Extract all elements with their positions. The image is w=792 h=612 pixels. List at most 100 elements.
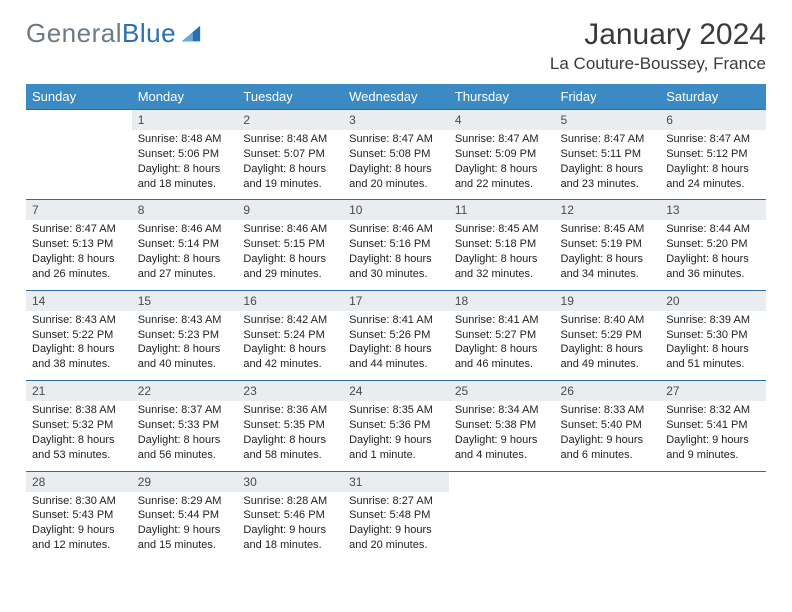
day-detail-cell: Sunrise: 8:44 AMSunset: 5:20 PMDaylight:…: [660, 220, 766, 290]
day-detail-cell: Sunrise: 8:33 AMSunset: 5:40 PMDaylight:…: [555, 401, 661, 471]
day-detail-cell: Sunrise: 8:34 AMSunset: 5:38 PMDaylight:…: [449, 401, 555, 471]
weekday-header: Thursday: [449, 84, 555, 110]
daylight-line1: Daylight: 8 hours: [561, 162, 655, 177]
daylight-line2: and 27 minutes.: [138, 267, 232, 282]
daylight-line2: and 20 minutes.: [349, 538, 443, 553]
daylight-line1: Daylight: 9 hours: [455, 433, 549, 448]
day-number-cell: 3: [343, 110, 449, 131]
weekday-header-row: Sunday Monday Tuesday Wednesday Thursday…: [26, 84, 766, 110]
sunrise-text: Sunrise: 8:47 AM: [455, 132, 549, 147]
calendar-table: Sunday Monday Tuesday Wednesday Thursday…: [26, 84, 766, 561]
daylight-line2: and 30 minutes.: [349, 267, 443, 282]
calendar-thead: Sunday Monday Tuesday Wednesday Thursday…: [26, 84, 766, 110]
day-detail-row: Sunrise: 8:30 AMSunset: 5:43 PMDaylight:…: [26, 492, 766, 561]
daylight-line2: and 58 minutes.: [243, 448, 337, 463]
sunset-text: Sunset: 5:29 PM: [561, 328, 655, 343]
sunset-text: Sunset: 5:13 PM: [32, 237, 126, 252]
sunset-text: Sunset: 5:30 PM: [666, 328, 760, 343]
daylight-line2: and 22 minutes.: [455, 177, 549, 192]
daylight-line2: and 20 minutes.: [349, 177, 443, 192]
sunrise-text: Sunrise: 8:40 AM: [561, 313, 655, 328]
daylight-line1: Daylight: 8 hours: [138, 252, 232, 267]
day-number-cell: 28: [26, 471, 132, 492]
day-number-cell: 22: [132, 381, 238, 402]
day-detail-cell: Sunrise: 8:40 AMSunset: 5:29 PMDaylight:…: [555, 311, 661, 381]
daylight-line1: Daylight: 9 hours: [349, 523, 443, 538]
daylight-line1: Daylight: 8 hours: [349, 342, 443, 357]
day-number-cell: [449, 471, 555, 492]
sunrise-text: Sunrise: 8:37 AM: [138, 403, 232, 418]
sunrise-text: Sunrise: 8:41 AM: [349, 313, 443, 328]
weekday-header: Friday: [555, 84, 661, 110]
day-detail-cell: Sunrise: 8:48 AMSunset: 5:06 PMDaylight:…: [132, 130, 238, 200]
calendar-tbody: 123456 Sunrise: 8:48 AMSunset: 5:06 PMDa…: [26, 110, 766, 561]
daylight-line1: Daylight: 9 hours: [243, 523, 337, 538]
sunset-text: Sunset: 5:26 PM: [349, 328, 443, 343]
sunrise-text: Sunrise: 8:43 AM: [32, 313, 126, 328]
sunset-text: Sunset: 5:36 PM: [349, 418, 443, 433]
sunrise-text: Sunrise: 8:38 AM: [32, 403, 126, 418]
daylight-line2: and 19 minutes.: [243, 177, 337, 192]
sunset-text: Sunset: 5:12 PM: [666, 147, 760, 162]
sunrise-text: Sunrise: 8:48 AM: [138, 132, 232, 147]
brand-part1: General: [26, 18, 122, 48]
sunrise-text: Sunrise: 8:43 AM: [138, 313, 232, 328]
sunset-text: Sunset: 5:16 PM: [349, 237, 443, 252]
daylight-line2: and 12 minutes.: [32, 538, 126, 553]
day-number-cell: 16: [237, 290, 343, 311]
day-number-cell: 7: [26, 200, 132, 221]
daylight-line1: Daylight: 8 hours: [32, 342, 126, 357]
day-number-cell: 30: [237, 471, 343, 492]
daylight-line2: and 24 minutes.: [666, 177, 760, 192]
daylight-line1: Daylight: 8 hours: [455, 162, 549, 177]
daylight-line2: and 56 minutes.: [138, 448, 232, 463]
day-detail-cell: Sunrise: 8:48 AMSunset: 5:07 PMDaylight:…: [237, 130, 343, 200]
daylight-line2: and 32 minutes.: [455, 267, 549, 282]
sunrise-text: Sunrise: 8:36 AM: [243, 403, 337, 418]
day-number-cell: 9: [237, 200, 343, 221]
page-header: GeneralBlue January 2024 La Couture-Bous…: [26, 18, 766, 74]
day-number-cell: 24: [343, 381, 449, 402]
sunset-text: Sunset: 5:07 PM: [243, 147, 337, 162]
daylight-line1: Daylight: 8 hours: [243, 342, 337, 357]
daylight-line1: Daylight: 9 hours: [666, 433, 760, 448]
day-detail-cell: Sunrise: 8:43 AMSunset: 5:23 PMDaylight:…: [132, 311, 238, 381]
day-number-cell: 5: [555, 110, 661, 131]
day-number-cell: 25: [449, 381, 555, 402]
day-number-row: 123456: [26, 110, 766, 131]
sunrise-text: Sunrise: 8:42 AM: [243, 313, 337, 328]
day-detail-cell: Sunrise: 8:46 AMSunset: 5:15 PMDaylight:…: [237, 220, 343, 290]
day-detail-cell: Sunrise: 8:41 AMSunset: 5:26 PMDaylight:…: [343, 311, 449, 381]
day-number-row: 21222324252627: [26, 381, 766, 402]
day-number-cell: 14: [26, 290, 132, 311]
sunrise-text: Sunrise: 8:46 AM: [349, 222, 443, 237]
daylight-line2: and 51 minutes.: [666, 357, 760, 372]
day-number-cell: 10: [343, 200, 449, 221]
sunrise-text: Sunrise: 8:46 AM: [138, 222, 232, 237]
sunset-text: Sunset: 5:09 PM: [455, 147, 549, 162]
day-number-cell: 4: [449, 110, 555, 131]
day-number-row: 78910111213: [26, 200, 766, 221]
sunrise-text: Sunrise: 8:33 AM: [561, 403, 655, 418]
sunset-text: Sunset: 5:38 PM: [455, 418, 549, 433]
day-detail-cell: Sunrise: 8:43 AMSunset: 5:22 PMDaylight:…: [26, 311, 132, 381]
brand-text: GeneralBlue: [26, 18, 176, 49]
sunset-text: Sunset: 5:32 PM: [32, 418, 126, 433]
day-detail-cell: [26, 130, 132, 200]
sunrise-text: Sunrise: 8:30 AM: [32, 494, 126, 509]
day-number-cell: 11: [449, 200, 555, 221]
daylight-line1: Daylight: 8 hours: [455, 252, 549, 267]
daylight-line2: and 15 minutes.: [138, 538, 232, 553]
daylight-line2: and 36 minutes.: [666, 267, 760, 282]
daylight-line1: Daylight: 8 hours: [32, 433, 126, 448]
day-detail-cell: Sunrise: 8:46 AMSunset: 5:14 PMDaylight:…: [132, 220, 238, 290]
day-number-cell: 18: [449, 290, 555, 311]
day-number-cell: [660, 471, 766, 492]
day-detail-cell: Sunrise: 8:45 AMSunset: 5:18 PMDaylight:…: [449, 220, 555, 290]
daylight-line2: and 38 minutes.: [32, 357, 126, 372]
day-detail-cell: Sunrise: 8:42 AMSunset: 5:24 PMDaylight:…: [237, 311, 343, 381]
sunset-text: Sunset: 5:46 PM: [243, 508, 337, 523]
sunrise-text: Sunrise: 8:45 AM: [561, 222, 655, 237]
daylight-line2: and 49 minutes.: [561, 357, 655, 372]
day-detail-cell: Sunrise: 8:46 AMSunset: 5:16 PMDaylight:…: [343, 220, 449, 290]
